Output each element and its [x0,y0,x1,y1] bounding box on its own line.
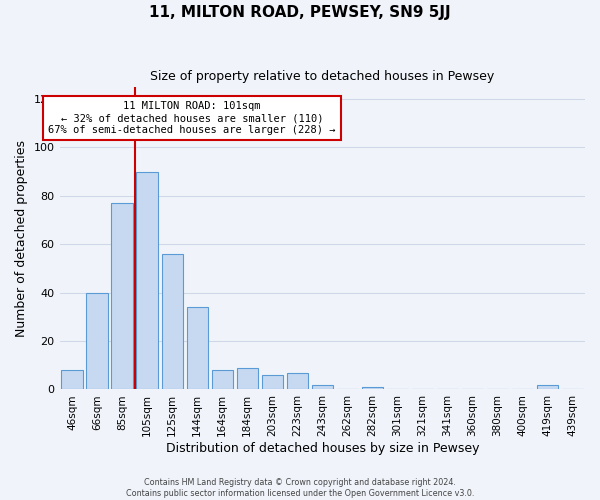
Bar [537,384,558,390]
Bar [112,203,133,390]
Y-axis label: Number of detached properties: Number of detached properties [15,140,28,336]
Bar [311,384,333,390]
Bar [262,375,283,390]
Bar [86,292,108,390]
Text: 11 MILTON ROAD: 101sqm
← 32% of detached houses are smaller (110)
67% of semi-de: 11 MILTON ROAD: 101sqm ← 32% of detached… [49,102,336,134]
Bar [287,372,308,390]
Text: Contains HM Land Registry data © Crown copyright and database right 2024.
Contai: Contains HM Land Registry data © Crown c… [126,478,474,498]
Bar [362,387,383,390]
X-axis label: Distribution of detached houses by size in Pewsey: Distribution of detached houses by size … [166,442,479,455]
Bar [161,254,183,390]
Title: Size of property relative to detached houses in Pewsey: Size of property relative to detached ho… [150,70,494,83]
Text: 11, MILTON ROAD, PEWSEY, SN9 5JJ: 11, MILTON ROAD, PEWSEY, SN9 5JJ [149,5,451,20]
Bar [236,368,258,390]
Bar [136,172,158,390]
Bar [212,370,233,390]
Bar [187,307,208,390]
Bar [61,370,83,390]
